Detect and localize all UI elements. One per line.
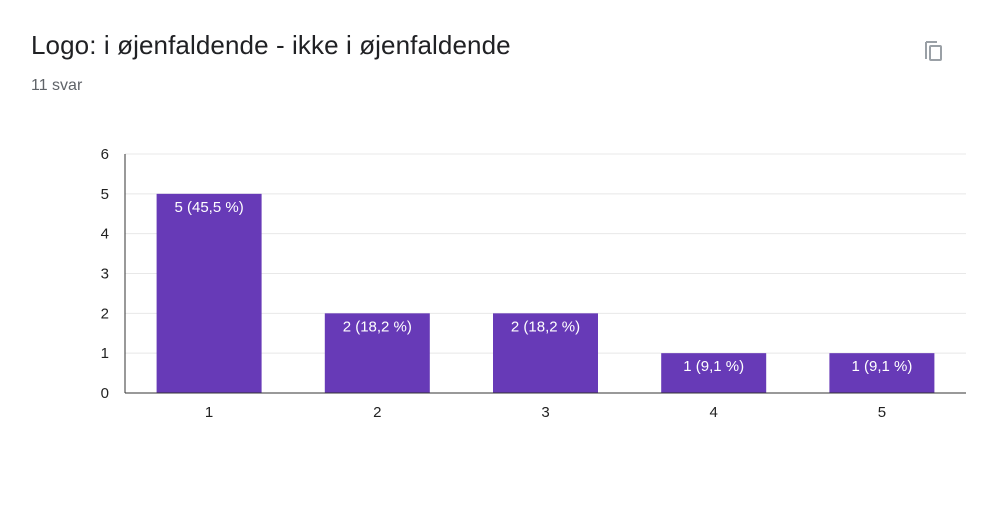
bar-data-label: 2 (18,2 %): [511, 318, 580, 335]
y-tick-label: 2: [101, 305, 109, 322]
bar: [324, 313, 430, 393]
bar: [493, 313, 598, 393]
bar-data-label: 1 (9,1 %): [851, 358, 912, 375]
y-tick-label: 5: [101, 186, 109, 203]
bar-data-label: 1 (9,1 %): [683, 358, 744, 375]
x-tick-label: 3: [541, 404, 549, 421]
x-tick-label: 1: [205, 404, 213, 421]
x-tick-label: 5: [878, 404, 886, 421]
y-tick-label: 4: [101, 226, 109, 243]
bar: [829, 353, 935, 393]
y-tick-label: 1: [101, 345, 109, 362]
copy-icon: [925, 41, 942, 61]
x-tick-label: 2: [373, 404, 381, 421]
bar-data-label: 5 (45,5 %): [174, 199, 243, 216]
bar: [156, 193, 262, 393]
y-tick-label: 0: [101, 385, 109, 402]
y-tick-label: 6: [101, 146, 109, 163]
copy-chart-button[interactable]: [918, 35, 948, 65]
bar: [661, 353, 767, 393]
y-tick-label: 3: [101, 266, 109, 283]
bar-data-label: 2 (18,2 %): [343, 318, 412, 335]
response-count: 11 svar: [31, 77, 83, 94]
x-tick-label: 4: [710, 404, 718, 421]
chart-title: Logo: i øjenfaldende - ikke i øjenfalden…: [31, 30, 511, 60]
